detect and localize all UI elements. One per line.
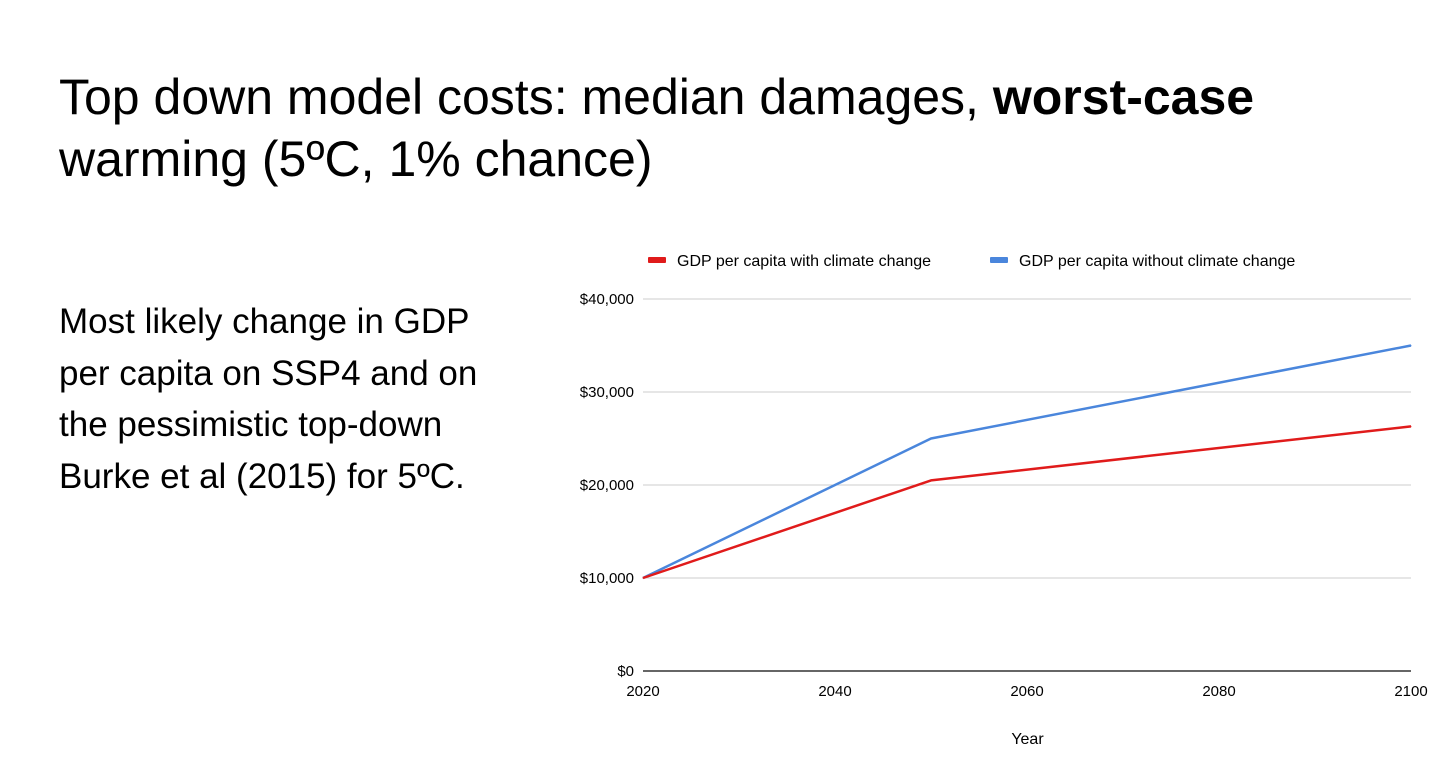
slide-title: Top down model costs: median damages, wo… — [59, 66, 1399, 190]
y-tick-label: $10,000 — [580, 570, 634, 587]
series-line-gdp-per-capita-with-climate-change — [642, 425, 1412, 580]
data-point — [930, 479, 932, 481]
x-tick-label: 2040 — [818, 683, 851, 700]
y-tick-label: $30,000 — [580, 384, 634, 401]
x-axis-title: Year — [1011, 731, 1044, 748]
x-tick-label: 2020 — [626, 683, 659, 700]
data-point — [1410, 345, 1412, 346]
y-tick-label: $40,000 — [580, 291, 634, 308]
title-line2: warming (5ºC, 1% chance) — [59, 131, 653, 187]
x-tick-label: 2080 — [1202, 683, 1235, 700]
legend-swatch — [648, 257, 666, 263]
legend-label: GDP per capita without climate change — [1019, 253, 1295, 270]
title-bold: worst-case — [992, 69, 1255, 125]
x-tick-label: 2100 — [1394, 683, 1427, 700]
legend-label: GDP per capita with climate change — [677, 253, 931, 270]
data-point — [1410, 425, 1412, 427]
legend-swatch — [990, 257, 1008, 263]
data-point — [642, 577, 644, 579]
body-text: Most likely change in GDP per capita on … — [59, 302, 478, 496]
y-tick-label: $0 — [617, 663, 634, 680]
data-point — [930, 438, 932, 439]
series-line-gdp-per-capita-without-climate-change — [642, 344, 1412, 580]
y-tick-label: $20,000 — [580, 477, 634, 494]
x-tick-label: 2060 — [1010, 683, 1043, 700]
title-regular: Top down model costs: median damages, — [59, 69, 993, 125]
